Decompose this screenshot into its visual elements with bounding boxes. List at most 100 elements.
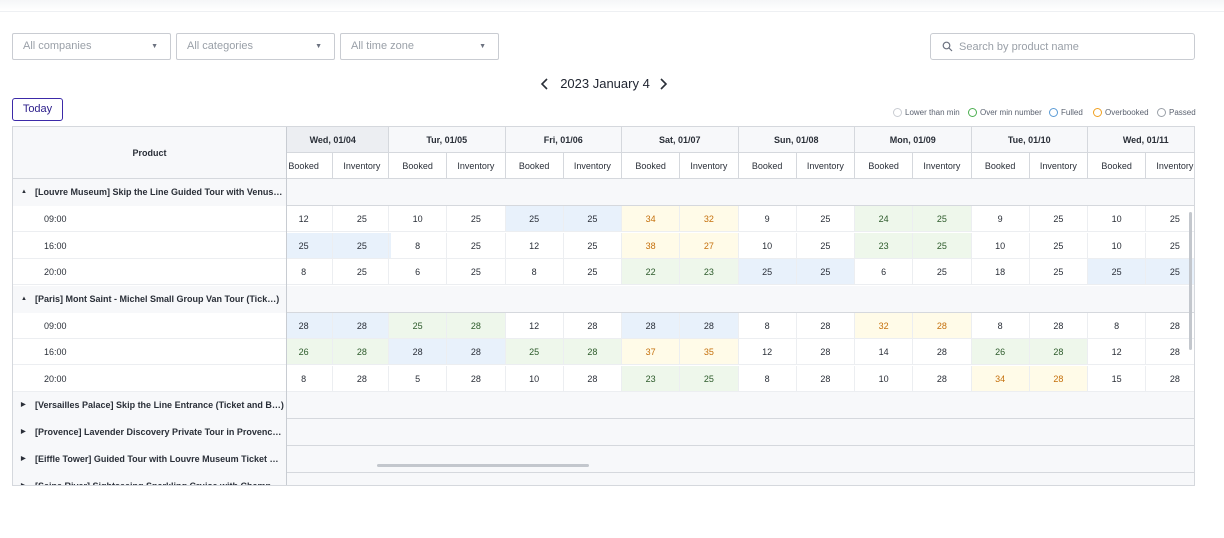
booked-cell[interactable]: 10	[970, 232, 1029, 259]
inventory-cell[interactable]: 23	[679, 259, 738, 285]
booked-cell[interactable]: 23	[854, 232, 913, 259]
inventory-cell[interactable]: 25	[795, 259, 854, 285]
inventory-cell[interactable]: 25	[1145, 232, 1194, 259]
inventory-cell[interactable]: 25	[679, 365, 738, 392]
inventory-cell[interactable]: 25	[912, 206, 971, 232]
inventory-cell[interactable]: 28	[679, 312, 738, 339]
booked-cell[interactable]: 25	[504, 339, 563, 365]
inventory-cell[interactable]: 25	[446, 206, 505, 232]
inventory-cell[interactable]: 28	[446, 312, 505, 339]
booked-cell[interactable]: 14	[854, 339, 913, 365]
inventory-cell[interactable]: 28	[912, 339, 971, 365]
booked-cell[interactable]: 25	[737, 259, 796, 285]
inventory-cell[interactable]: 28	[912, 312, 971, 339]
caret-right-icon[interactable]: ▶	[21, 483, 26, 486]
inventory-cell[interactable]: 25	[332, 259, 391, 285]
inventory-cell[interactable]: 28	[795, 365, 854, 392]
booked-cell[interactable]: 10	[737, 232, 796, 259]
inventory-cell[interactable]: 28	[1145, 312, 1194, 339]
booked-cell[interactable]: 5	[388, 365, 447, 392]
booked-cell[interactable]: 15	[1087, 365, 1146, 392]
inventory-cell[interactable]: 25	[1028, 232, 1087, 259]
search-input[interactable]	[959, 37, 1187, 56]
inventory-cell[interactable]: 28	[562, 312, 621, 339]
inventory-cell[interactable]: 25	[562, 259, 621, 285]
inventory-cell[interactable]: 25	[795, 206, 854, 232]
booked-cell[interactable]: 23	[621, 365, 680, 392]
inventory-cell[interactable]: 25	[332, 232, 391, 259]
inventory-cell[interactable]: 25	[912, 259, 971, 285]
caret-right-icon[interactable]: ▶	[21, 429, 26, 435]
booked-cell[interactable]: 12	[1087, 339, 1146, 365]
booked-cell[interactable]: 18	[970, 259, 1029, 285]
booked-cell[interactable]: 24	[854, 206, 913, 232]
booked-cell[interactable]: 10	[854, 365, 913, 392]
booked-cell[interactable]: 28	[621, 312, 680, 339]
booked-cell[interactable]: 8	[737, 312, 796, 339]
inventory-cell[interactable]: 25	[795, 232, 854, 259]
booked-cell[interactable]: 9	[970, 206, 1029, 232]
product-group-toggle[interactable]: ▲ [Paris] Mont Saint - Michel Small Group…	[13, 285, 286, 313]
inventory-cell[interactable]: 25	[1145, 206, 1194, 232]
caret-up-icon[interactable]: ▲	[21, 189, 27, 195]
inventory-cell[interactable]: 27	[679, 232, 738, 259]
booked-cell[interactable]: 10	[388, 206, 447, 232]
inventory-cell[interactable]: 28	[795, 312, 854, 339]
inventory-cell[interactable]: 28	[1145, 339, 1194, 365]
company-select[interactable]: All companies ▼	[12, 33, 171, 60]
booked-cell[interactable]: 12	[504, 232, 563, 259]
inventory-cell[interactable]: 28	[332, 312, 391, 339]
caret-right-icon[interactable]: ▶	[21, 402, 26, 408]
booked-cell[interactable]: 6	[388, 259, 447, 285]
inventory-cell[interactable]: 35	[679, 339, 738, 365]
booked-cell[interactable]: 10	[504, 365, 563, 392]
product-group-toggle[interactable]: ▲ [Louvre Museum] Skip the Line Guided To…	[13, 179, 286, 206]
caret-up-icon[interactable]: ▲	[21, 295, 27, 302]
inventory-cell[interactable]: 28	[446, 339, 505, 365]
category-select[interactable]: All categories ▼	[176, 33, 335, 60]
inventory-cell[interactable]: 25	[912, 232, 971, 259]
booked-cell[interactable]: 8	[1087, 312, 1146, 339]
inventory-cell[interactable]: 25	[1028, 206, 1087, 232]
booked-cell[interactable]: 12	[737, 339, 796, 365]
product-search[interactable]	[930, 33, 1195, 60]
inventory-cell[interactable]: 28	[332, 365, 391, 392]
booked-cell[interactable]: 9	[737, 206, 796, 232]
inventory-cell[interactable]: 28	[1028, 312, 1087, 339]
inventory-cell[interactable]: 25	[562, 232, 621, 259]
inventory-cell[interactable]: 28	[795, 339, 854, 365]
booked-cell[interactable]: 25	[1087, 259, 1146, 285]
inventory-cell[interactable]: 28	[1028, 339, 1087, 365]
booked-cell[interactable]: 8	[504, 259, 563, 285]
product-group-toggle[interactable]: ▶ [Seine River] Sightseeing Sparkling Cru…	[13, 473, 286, 486]
booked-cell[interactable]: 25	[388, 312, 447, 339]
inventory-cell[interactable]: 28	[1145, 365, 1194, 392]
inventory-cell[interactable]: 25	[446, 259, 505, 285]
booked-cell[interactable]: 6	[854, 259, 913, 285]
booked-cell[interactable]: 8	[737, 365, 796, 392]
booked-cell[interactable]: 8	[388, 232, 447, 259]
inventory-cell[interactable]: 32	[679, 206, 738, 232]
horizontal-scrollbar[interactable]	[377, 464, 589, 467]
inventory-cell[interactable]: 28	[912, 365, 971, 392]
booked-cell[interactable]: 22	[621, 259, 680, 285]
inventory-cell[interactable]: 28	[1028, 365, 1087, 392]
booked-cell[interactable]: 32	[854, 312, 913, 339]
inventory-cell[interactable]: 25	[562, 206, 621, 232]
chevron-right-icon[interactable]	[655, 76, 671, 92]
booked-cell[interactable]: 34	[621, 206, 680, 232]
booked-cell[interactable]: 34	[970, 365, 1029, 392]
chevron-left-icon[interactable]	[537, 76, 553, 92]
product-group-toggle[interactable]: ▶ [Provence] Lavender Discovery Private T…	[13, 419, 286, 446]
today-button[interactable]: Today	[12, 98, 63, 121]
booked-cell[interactable]: 28	[388, 339, 447, 365]
inventory-cell[interactable]: 25	[332, 206, 391, 232]
vertical-scrollbar[interactable]	[1189, 212, 1192, 350]
timezone-select[interactable]: All time zone ▼	[340, 33, 499, 60]
booked-cell[interactable]: 26	[970, 339, 1029, 365]
product-group-toggle[interactable]: ▶ [Versailles Palace] Skip the Line Entra…	[13, 392, 286, 419]
product-group-toggle[interactable]: ▶ [Eiffle Tower] Guided Tour with Louvre …	[13, 446, 286, 473]
booked-cell[interactable]: 38	[621, 232, 680, 259]
booked-cell[interactable]: 10	[1087, 206, 1146, 232]
inventory-cell[interactable]: 25	[446, 232, 505, 259]
